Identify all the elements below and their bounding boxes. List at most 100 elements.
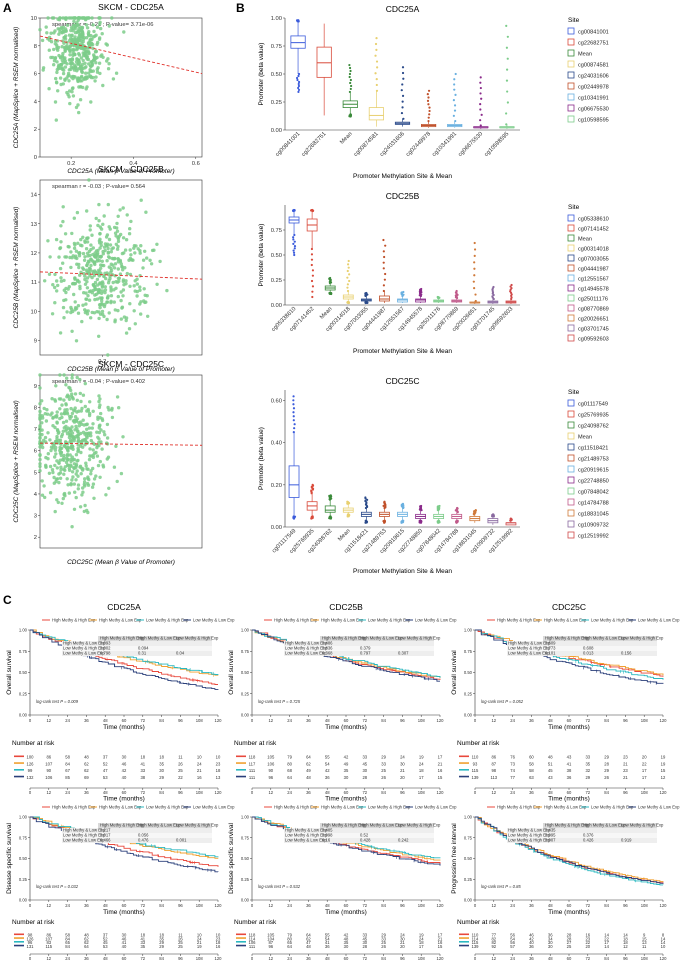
data-point [119, 471, 124, 476]
data-point [78, 377, 82, 382]
data-point [38, 409, 42, 414]
data-point [91, 46, 95, 51]
data-point [128, 248, 132, 252]
data-point [65, 90, 69, 95]
risk-count: 105 [267, 755, 275, 760]
data-point [98, 231, 102, 236]
risk-group-swatch [459, 941, 469, 943]
data-point [77, 52, 81, 56]
data-point [75, 375, 79, 380]
box-cg24098762 [324, 494, 336, 520]
data-point [107, 225, 111, 229]
legend-item: cg05338610 [567, 214, 609, 223]
data-point [107, 486, 111, 490]
legend-swatch [567, 432, 575, 440]
data-point [69, 67, 73, 72]
legend-label: cg21489753 [578, 457, 609, 463]
data-point [38, 457, 42, 462]
x-tick-label: cg22682751 [301, 131, 328, 158]
km-legend-label: High Methy & Low Exp [99, 618, 142, 623]
legend-item: cg03701745 [567, 324, 609, 333]
risk-x-tick-label: 84 [159, 956, 164, 960]
data-point [71, 397, 75, 401]
km-legend-item: High Methy & High Exp [264, 618, 318, 623]
data-point [104, 235, 109, 239]
data-point [121, 206, 125, 210]
boxplot-box_cdc25b: CDC25B0.000.250.500.75cg05338610cg071414… [258, 191, 609, 355]
risk-x-tick-label: 108 [196, 956, 204, 960]
data-point [68, 101, 72, 106]
box-cg12519992 [505, 517, 517, 526]
data-point [76, 439, 81, 443]
km-y-label: Progression free interval [451, 823, 458, 894]
risk-count: 19 [419, 755, 424, 760]
data-point [64, 419, 69, 423]
legend-item: cg12519992 [567, 531, 609, 540]
data-point [54, 414, 58, 418]
chart-title: SKCM - CDC25A [98, 2, 164, 12]
risk-count: 62 [306, 761, 311, 766]
legend-title: Site [568, 17, 580, 24]
risk-count: 86 [491, 755, 496, 760]
data-point [38, 402, 42, 406]
data-point [119, 290, 123, 294]
data-point [44, 455, 48, 460]
data-point [76, 18, 80, 22]
outlier-point [292, 411, 295, 414]
data-point [107, 62, 111, 66]
data-point [81, 37, 86, 42]
data-point [57, 438, 61, 443]
data-point [120, 305, 125, 309]
legend-item: cg00874581 [567, 60, 609, 69]
data-point [61, 429, 65, 433]
outlier-point [310, 263, 313, 267]
outlier-point [479, 119, 482, 122]
data-point [70, 470, 75, 474]
data-point [52, 31, 56, 35]
data-point [95, 55, 99, 60]
risk-x-tick-label: 84 [381, 956, 386, 960]
risk-count: 73 [510, 761, 515, 766]
data-point [115, 479, 119, 484]
data-point [91, 422, 95, 426]
outlier-point [310, 253, 314, 256]
data-point [133, 251, 137, 255]
data-point [96, 223, 100, 228]
risk-count: 26 [381, 944, 386, 949]
km-table-header: High Methy & Low Exp [360, 823, 403, 828]
data-point [56, 500, 60, 505]
data-point [139, 300, 143, 304]
data-point [48, 491, 53, 495]
data-point [84, 297, 88, 301]
risk-count: 53 [103, 775, 108, 780]
data-point [61, 496, 65, 501]
data-point [89, 60, 93, 64]
risk-count: 19 [197, 944, 202, 949]
legend-item: cg10909732 [567, 520, 609, 529]
outlier-point [293, 427, 296, 430]
data-point [73, 392, 78, 396]
data-point [110, 415, 115, 420]
data-point [95, 454, 100, 458]
data-point [76, 429, 80, 433]
outlier-point [453, 109, 457, 112]
risk-count: 96 [268, 944, 273, 949]
data-point [66, 483, 70, 487]
legend-swatch [567, 314, 575, 322]
risk-x-tick-label: 48 [103, 790, 108, 795]
legend-item: cg00314018 [567, 244, 609, 253]
risk-group-swatch [236, 775, 246, 778]
outlier-point [348, 75, 351, 79]
data-point [55, 498, 59, 502]
outlier-point [365, 291, 368, 295]
outlier-point [426, 99, 430, 102]
data-point [58, 76, 63, 80]
data-point [127, 232, 132, 236]
km-x-tick-label: 0 [474, 718, 477, 723]
outlier-point [428, 106, 431, 109]
data-point [67, 79, 71, 83]
data-point [55, 428, 60, 432]
legend-swatch [567, 454, 575, 462]
stat-annotation: spearman r = -0.03 ; P-value= 0.564 [52, 184, 146, 190]
